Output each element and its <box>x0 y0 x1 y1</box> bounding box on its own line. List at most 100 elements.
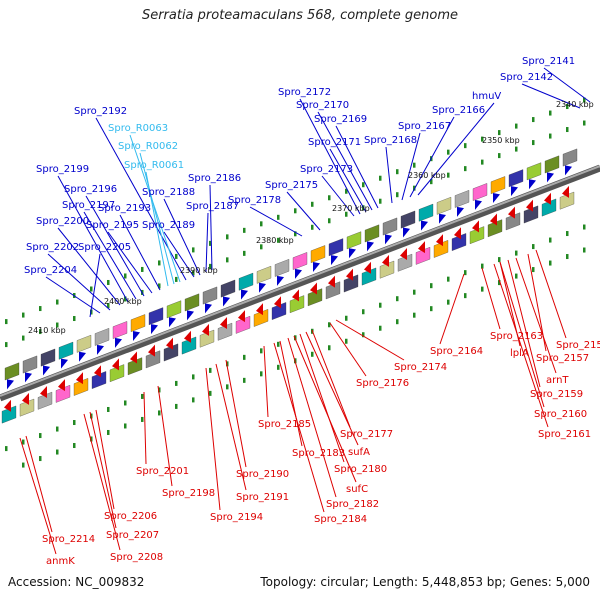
tick-mark <box>362 332 365 338</box>
leader-line <box>163 198 201 276</box>
leader-line <box>311 329 351 428</box>
tick-mark <box>107 302 110 308</box>
feature-block <box>379 260 395 279</box>
leader-line <box>95 409 115 510</box>
gene-label: Spro_2172 <box>278 87 331 98</box>
tick-mark <box>566 127 569 133</box>
feature-block <box>292 252 308 270</box>
forward-gene-arrow <box>43 365 50 376</box>
leader-line <box>299 333 345 463</box>
gene-label: Spro_R0061 <box>124 160 184 171</box>
gene-label: Spro_2159 <box>530 389 583 400</box>
tick-mark <box>430 306 433 312</box>
feature-block <box>325 281 341 300</box>
forward-gene-arrow <box>97 344 104 355</box>
forward-gene-arrow <box>439 213 446 224</box>
gene-label: Spro_2175 <box>265 180 318 191</box>
tick-mark <box>56 322 59 328</box>
reverse-gene-arrow <box>58 379 65 392</box>
kbp-tick-label: 2370 kbp <box>332 204 370 213</box>
forward-gene-arrow <box>475 199 482 210</box>
gene-label: Spro_2183 <box>292 448 345 459</box>
tick-mark <box>413 289 416 295</box>
tick-mark <box>481 136 484 142</box>
forward-gene-arrow <box>115 337 122 348</box>
leader-line <box>57 175 129 303</box>
tick-mark <box>209 390 212 396</box>
reverse-gene-arrow <box>148 344 155 357</box>
leader-line <box>89 253 101 318</box>
feature-block <box>454 189 470 208</box>
topology-text: Topology: circular; Length: 5,448,853 bp… <box>260 575 590 589</box>
leader-line <box>205 212 209 273</box>
feature-block <box>436 196 452 215</box>
tick-mark <box>379 302 382 308</box>
tick-mark <box>39 433 42 439</box>
leader-line <box>409 116 455 198</box>
feature-block <box>184 293 200 312</box>
tick-mark <box>345 211 348 217</box>
gene-label: sufC <box>346 484 368 495</box>
tick-mark <box>481 263 484 269</box>
kbp-tick-label: 2410 kbp <box>28 326 66 335</box>
gene-label: Spro_2198 <box>162 488 215 499</box>
feature-block <box>343 274 359 293</box>
leader-line <box>119 214 161 291</box>
tick-mark <box>328 322 331 328</box>
tick-mark <box>243 377 246 383</box>
tick-mark <box>362 182 365 188</box>
leader-line <box>535 249 567 339</box>
tick-mark <box>124 296 127 302</box>
reverse-gene-arrow <box>202 323 209 336</box>
gene-label: Spro_2207 <box>106 530 159 541</box>
leader-line <box>293 335 357 483</box>
leader-line <box>157 385 173 487</box>
tick-mark <box>481 159 484 165</box>
reverse-gene-arrow <box>436 234 443 247</box>
feature-block <box>1 405 17 424</box>
gene-label: Spro_2182 <box>326 499 379 510</box>
tick-mark <box>141 393 144 399</box>
feature-block <box>487 219 503 238</box>
feature-block <box>490 176 506 195</box>
gene-label: arnT <box>546 375 569 386</box>
leader-line <box>335 319 405 361</box>
gene-label: Spro_2156 <box>556 340 600 351</box>
reverse-gene-arrow <box>310 282 317 295</box>
tick-mark <box>345 338 348 344</box>
gene-label: Spro_2185 <box>258 419 311 430</box>
tick-mark <box>447 276 450 282</box>
feature-block <box>58 341 74 360</box>
gene-label: Spro_2141 <box>522 56 575 67</box>
feature-block <box>541 198 557 217</box>
leader-line <box>273 342 325 513</box>
feature-block <box>199 329 215 348</box>
tick-mark <box>277 214 280 220</box>
gene-label: Spro_2195 <box>86 220 139 231</box>
reverse-gene-arrow <box>526 199 533 212</box>
gene-label: Spro_2157 <box>536 353 589 364</box>
feature-block <box>37 391 53 410</box>
feature-block <box>112 321 128 339</box>
genome-backbone <box>0 164 600 402</box>
accession-text: Accession: NC_009832 <box>8 575 145 589</box>
leader-line <box>263 345 269 418</box>
gene-label: Spro_2173 <box>300 164 353 175</box>
forward-gene-arrow <box>493 193 500 204</box>
tick-mark <box>73 420 76 426</box>
reverse-gene-arrow <box>166 337 173 350</box>
tick-mark <box>583 224 586 230</box>
tick-mark <box>175 380 178 386</box>
gene-label: Spro_2160 <box>534 409 587 420</box>
gene-label: Spro_R0062 <box>118 141 178 152</box>
tick-mark <box>5 342 8 348</box>
forward-gene-arrow <box>187 310 194 321</box>
forward-gene-arrow <box>151 324 158 335</box>
tick-mark <box>566 254 569 260</box>
tick-mark <box>328 218 331 224</box>
gene-label: Spro_2168 <box>364 135 417 146</box>
tick-mark <box>532 117 535 123</box>
feature-block <box>328 238 344 257</box>
tick-mark <box>260 371 263 377</box>
